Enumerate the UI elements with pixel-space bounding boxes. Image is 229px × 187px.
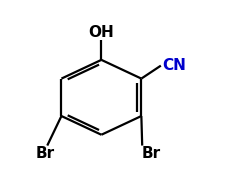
- Text: Br: Br: [36, 146, 55, 161]
- Text: CN: CN: [163, 58, 186, 73]
- Text: Br: Br: [141, 146, 161, 161]
- Text: OH: OH: [89, 25, 114, 40]
